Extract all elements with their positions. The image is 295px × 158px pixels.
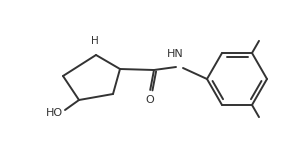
- Text: HN: HN: [167, 49, 183, 59]
- Text: H: H: [91, 36, 99, 46]
- Text: O: O: [146, 95, 154, 105]
- Text: HO: HO: [45, 108, 63, 118]
